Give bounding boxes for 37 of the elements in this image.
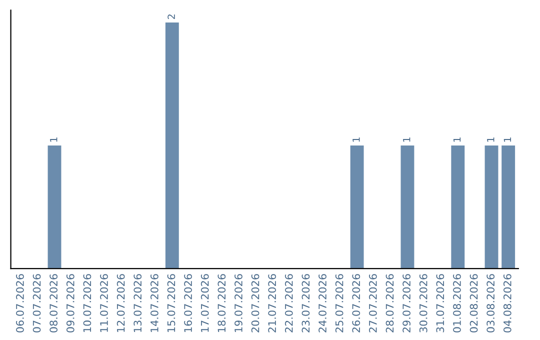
x-tick-label: 06.07.2026 [16, 274, 24, 332]
x-tick-label: 16.07.2026 [184, 274, 192, 332]
x-tick-label: 02.08.2026 [470, 274, 478, 332]
x-tick-label: 26.07.2026 [352, 274, 360, 332]
x-tick-label: 13.07.2026 [134, 274, 142, 332]
data-label: 1 [50, 137, 58, 142]
x-tick-label: 09.07.2026 [66, 274, 74, 332]
data-label: 1 [487, 137, 494, 142]
x-tick-label: 29.07.2026 [402, 274, 410, 332]
x-tick-label: 25.07.2026 [335, 274, 344, 332]
x-tick-label: 08.07.2026 [50, 274, 58, 332]
x-tick-label: 07.07.2026 [32, 274, 41, 332]
data-label: 1 [403, 137, 410, 142]
data-label: 1 [352, 137, 360, 142]
x-tick-label: 24.07.2026 [318, 274, 326, 332]
x-tick-label: 31.07.2026 [436, 274, 444, 332]
x-tick-label: 10.07.2026 [83, 274, 92, 332]
x-tick-label: 04.08.2026 [503, 274, 512, 332]
x-tick-label: 27.07.2026 [368, 274, 377, 332]
x-tick-label: 20.07.2026 [251, 274, 260, 332]
x-tick-label: 14.07.2026 [150, 274, 158, 332]
x-tick-label: 12.07.2026 [116, 274, 125, 332]
data-label: 1 [453, 137, 461, 142]
x-tick-label: 21.07.2026 [268, 274, 276, 332]
x-tick-label: 28.07.2026 [386, 274, 394, 332]
x-tick-label: 22.07.2026 [284, 274, 293, 332]
x-tick-label: 23.07.2026 [302, 274, 310, 332]
x-tick-label: 01.08.2026 [453, 274, 461, 332]
x-tick-label: 30.07.2026 [419, 274, 428, 332]
x-tick-label: 03.08.2026 [486, 274, 495, 332]
x-tick-label: 19.07.2026 [234, 274, 242, 332]
data-label: 2 [168, 14, 175, 20]
data-label: 1 [504, 137, 511, 142]
x-tick-label: 11.07.2026 [100, 274, 108, 332]
x-tick-label: 15.07.2026 [167, 274, 176, 332]
x-tick-label: 18.07.2026 [218, 274, 226, 332]
x-tick-label: 17.07.2026 [200, 274, 209, 332]
